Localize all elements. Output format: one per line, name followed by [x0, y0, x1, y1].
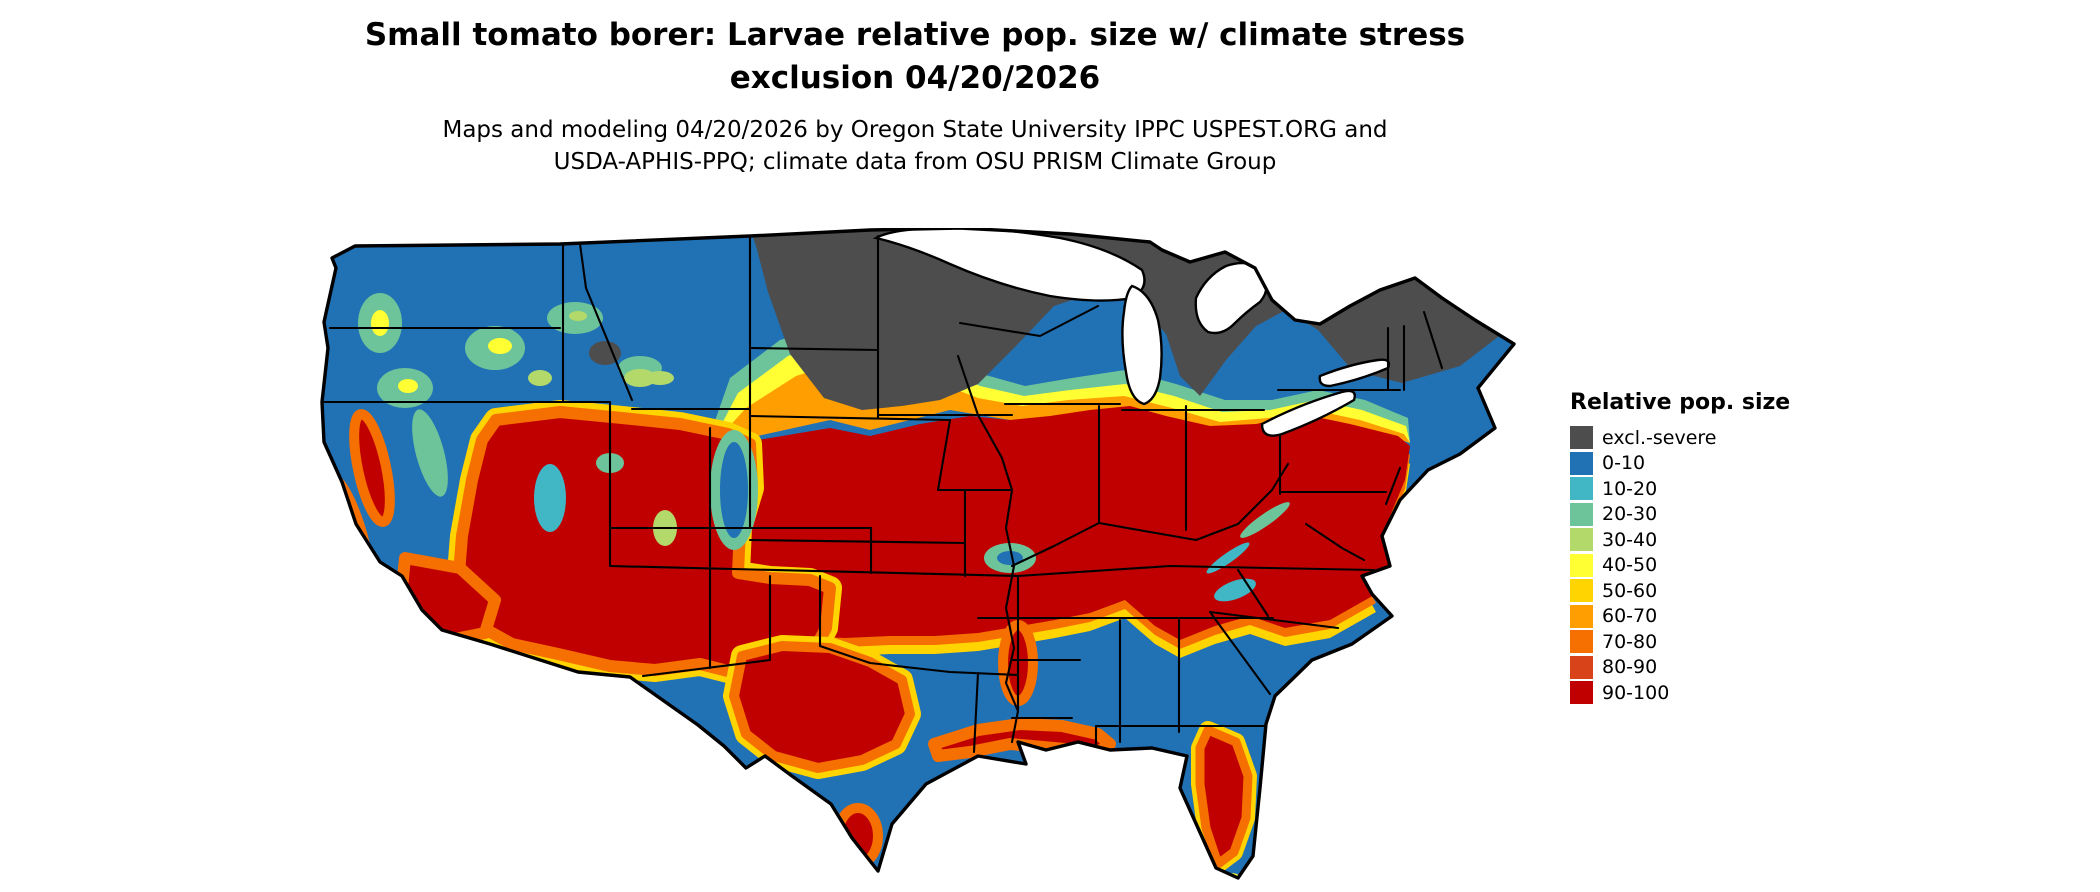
legend-swatch — [1570, 553, 1593, 577]
legend-items: excl.-severe 0-10 10-20 20-30 30-40 — [1570, 425, 1790, 706]
legend-row: excl.-severe — [1570, 425, 1790, 451]
legend-title: Relative pop. size — [1570, 390, 1791, 415]
raster-colorado-rockies-gap — [624, 369, 758, 550]
map-title: Small tomato borer: Larvae relative pop.… — [0, 14, 1830, 100]
legend-swatch — [1570, 477, 1593, 501]
lake-michigan — [1121, 284, 1163, 406]
legend-swatch — [1570, 604, 1593, 628]
legend-row: 0-10 — [1570, 451, 1790, 477]
map-title-line-1: Small tomato borer: Larvae relative pop.… — [364, 17, 1466, 53]
map-subtitle-line-1: Maps and modeling 04/20/2026 by Oregon S… — [442, 116, 1388, 143]
legend-row: 40-50 — [1570, 553, 1790, 579]
legend-swatch — [1570, 681, 1593, 705]
legend-row: 30-40 — [1570, 527, 1790, 553]
state-borders — [322, 234, 1444, 754]
legend-label: excl.-severe — [1602, 426, 1717, 449]
legend-row: 20-30 — [1570, 502, 1790, 528]
legend-label: 60-70 — [1602, 605, 1658, 628]
lake-huron — [1194, 261, 1268, 335]
us-outline — [320, 228, 1516, 880]
lake-superior — [872, 228, 1146, 302]
legend-swatch — [1570, 655, 1593, 679]
legend-row: 50-60 — [1570, 578, 1790, 604]
legend-row: 80-90 — [1570, 655, 1790, 681]
legend-swatch — [1570, 630, 1593, 654]
legend-swatch — [1570, 451, 1593, 475]
legend-label: 90-100 — [1602, 681, 1670, 704]
legend-row: 70-80 — [1570, 629, 1790, 655]
map-subtitle-line-2: USDA-APHIS-PPQ; climate data from OSU PR… — [553, 149, 1277, 176]
legend-label: 40-50 — [1602, 554, 1658, 577]
legend-row: 90-100 — [1570, 680, 1790, 706]
legend-swatch — [1570, 528, 1593, 552]
map-subtitle: Maps and modeling 04/20/2026 by Oregon S… — [0, 114, 1830, 179]
map-title-line-2: exclusion 04/20/2026 — [729, 59, 1101, 96]
legend-swatch — [1570, 502, 1593, 526]
map-raster — [322, 228, 1514, 878]
us-map-svg — [320, 228, 1516, 880]
raster-southwest-high-mass — [458, 412, 830, 674]
legend-swatch — [1570, 579, 1593, 603]
legend-label: 80-90 — [1602, 656, 1658, 679]
us-map-figure — [310, 228, 1520, 884]
legend-label: 70-80 — [1602, 630, 1658, 653]
legend-label: 30-40 — [1602, 528, 1658, 551]
raster-interior-mountain-gaps — [984, 502, 1290, 602]
map-header: Small tomato borer: Larvae relative pop.… — [0, 14, 1830, 179]
legend: Relative pop. size excl.-severe 0-10 10-… — [1570, 390, 1790, 706]
legend-label: 50-60 — [1602, 579, 1658, 602]
legend-label: 0-10 — [1602, 452, 1646, 475]
legend-label: 20-30 — [1602, 503, 1658, 526]
legend-row: 60-70 — [1570, 604, 1790, 630]
lake-erie — [1260, 389, 1356, 437]
legend-swatch — [1570, 426, 1593, 450]
great-lakes — [872, 228, 1391, 437]
legend-label: 10-20 — [1602, 477, 1658, 500]
legend-row: 10-20 — [1570, 476, 1790, 502]
